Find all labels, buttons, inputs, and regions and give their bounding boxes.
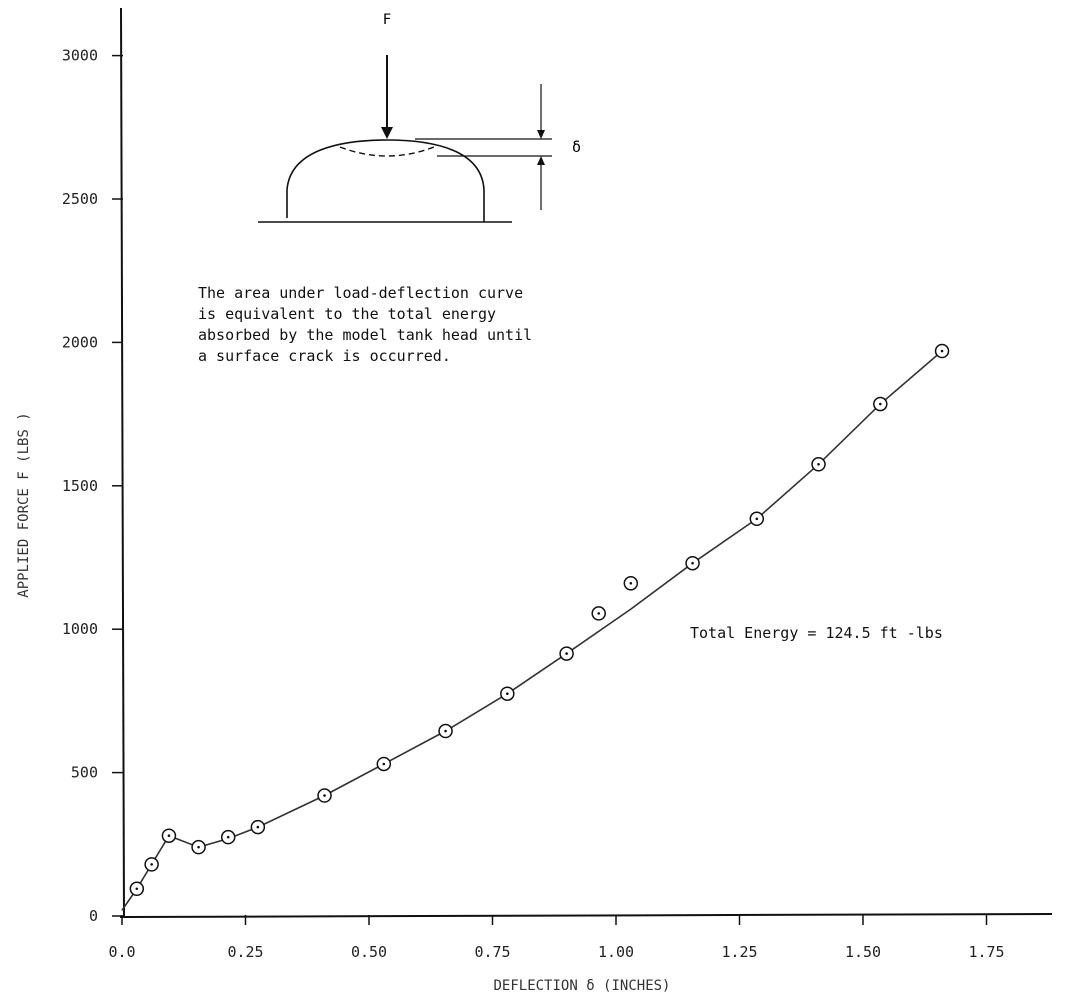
data-point (438, 723, 453, 739)
data-point-center (597, 612, 601, 615)
deformed-dent (339, 146, 435, 157)
data-point-center (444, 729, 447, 733)
data-point (129, 881, 145, 897)
data-point (685, 555, 700, 571)
x-tick-label: 1.50 (845, 943, 881, 961)
y-tick-label: 2500 (62, 190, 98, 208)
data-point-center (817, 462, 820, 466)
x-axis-label: DEFLECTION δ (INCHES) (493, 978, 670, 994)
data-point (559, 646, 574, 661)
y-tick-label: 3000 (62, 47, 98, 65)
data-point (317, 788, 332, 803)
data-point-center (135, 887, 139, 891)
data-point-center (323, 794, 326, 797)
x-tick-label: 0.75 (474, 943, 510, 961)
data-point-center (226, 835, 230, 839)
tank-head-diagram: F δ (258, 12, 581, 223)
data-point-center (197, 845, 200, 849)
y-axis-label: APPLIED FORCE F (LBS ) (16, 412, 32, 597)
data-point (591, 606, 606, 621)
data-point (220, 829, 236, 845)
x-tick-label: 0.25 (227, 943, 263, 961)
data-point-center (167, 834, 171, 837)
y-tick-label: 1500 (62, 477, 98, 495)
x-tick-label: 1.25 (721, 943, 757, 961)
data-point-center (256, 825, 260, 829)
x-ticks: 0.00.250.500.751.001.251.501.752.00 (108, 915, 1005, 961)
annotation-line: a surface crack is occurred. (198, 347, 451, 365)
data-point (934, 343, 950, 359)
data-points (129, 343, 950, 897)
annotation-line: absorbed by the model tank head until (198, 326, 532, 344)
dim-arrow-upper-head (537, 130, 545, 139)
data-point-center (755, 517, 759, 521)
data-point (873, 396, 888, 412)
data-point (376, 756, 392, 772)
total-energy-label: Total Energy = 124.5 ft -lbs (690, 624, 943, 642)
annotation-line: The area under load-deflection curve (198, 284, 523, 302)
deflection-symbol: δ (572, 138, 581, 156)
area-annotation: The area under load-deflection curve is e… (198, 284, 532, 365)
data-point (623, 576, 639, 591)
data-point-center (691, 561, 694, 565)
annotation-line: is equivalent to the total energy (198, 305, 496, 323)
data-point (250, 819, 266, 835)
tank-head-outline (286, 139, 485, 222)
data-point (191, 839, 206, 855)
data-point (500, 686, 515, 701)
x-tick-label: 1.75 (968, 943, 1004, 961)
data-point (144, 857, 159, 872)
x-axis (119, 913, 1053, 918)
data-point-center (940, 349, 944, 353)
dim-arrow-lower-head (537, 156, 545, 165)
y-tick-label: 500 (71, 764, 98, 782)
y-ticks: 0 500 1000 1500 2000 2500 3000 (62, 47, 123, 925)
y-tick-label: 1000 (62, 620, 98, 638)
data-point (161, 828, 177, 843)
data-point (749, 511, 765, 527)
y-tick-label: 0 (89, 907, 98, 925)
data-point-center (629, 582, 633, 585)
data-point-center (506, 692, 509, 696)
x-tick-label: 1.00 (598, 943, 634, 961)
data-point (811, 457, 826, 472)
data-point-center (878, 402, 882, 406)
x-tick-label: 0.0 (108, 943, 135, 961)
y-tick-label: 2000 (62, 333, 98, 351)
y-axis (120, 7, 125, 919)
data-point-center (382, 762, 386, 766)
force-arrow-head (381, 127, 393, 139)
data-point-center (565, 652, 568, 655)
data-point-center (150, 863, 153, 866)
x-tick-label: 0.50 (351, 943, 387, 961)
force-label: F (383, 12, 391, 28)
